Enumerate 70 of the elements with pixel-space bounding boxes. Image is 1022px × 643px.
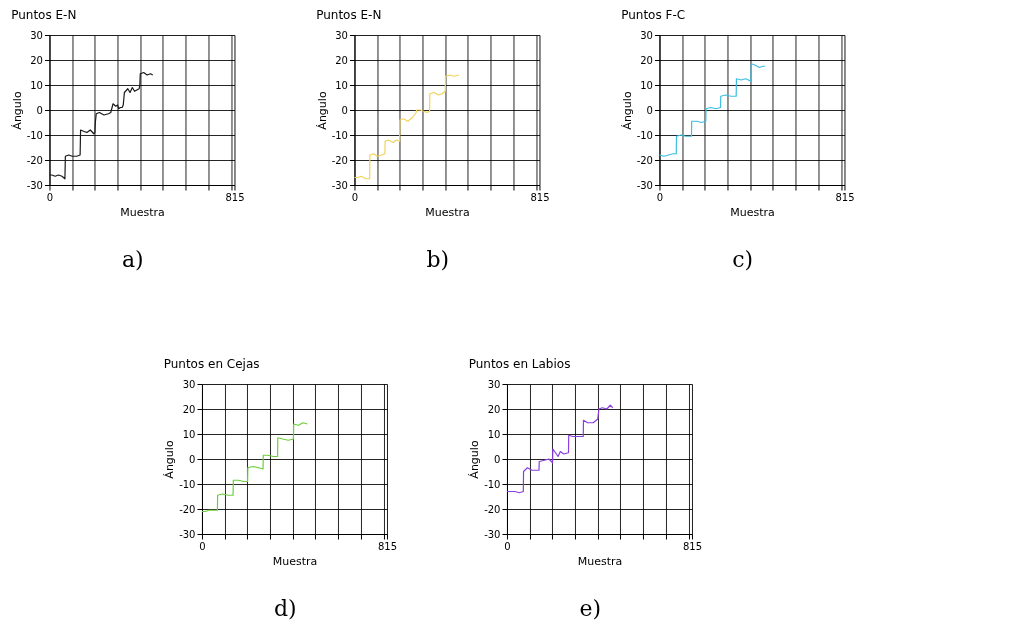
x-tick-label: 815	[225, 191, 245, 203]
y-axis-title: Ángulo	[163, 440, 177, 479]
line-series	[506, 404, 614, 494]
y-tick-label: 30	[182, 378, 196, 390]
y-tick-label: -20	[484, 503, 501, 515]
y-tick-label: -20	[179, 503, 196, 515]
y-tick-label: 10	[182, 428, 196, 440]
x-tick-label: 0	[46, 191, 54, 203]
text: a)	[121, 247, 144, 272]
x-tick-label: 815	[377, 540, 398, 552]
y-tick-label: 0	[646, 104, 653, 116]
x-axis-title: Muestra	[577, 554, 623, 568]
y-tick-label: 30	[335, 29, 348, 41]
y-tick-label: -30	[26, 179, 43, 191]
chart-title: Puntos en Labios	[468, 357, 571, 371]
chart-title: Puntos F-C	[621, 8, 686, 22]
text: d)	[273, 596, 297, 621]
y-tick-label: 30	[487, 378, 501, 390]
y-tick-label: -10	[484, 478, 501, 490]
y-tick-label: 0	[341, 104, 348, 116]
y-axis-title: Ángulo	[468, 440, 482, 479]
line-series	[201, 422, 308, 513]
text: b)	[426, 247, 450, 272]
y-tick-label: -10	[636, 129, 653, 141]
y-tick-label: -20	[331, 154, 348, 166]
line-series	[658, 63, 766, 157]
x-axis-title: Muestra	[120, 205, 165, 219]
y-tick-label: 10	[487, 428, 501, 440]
y-tick-label: 10	[335, 79, 348, 91]
y-tick-label: 20	[182, 403, 196, 415]
y-tick-label: 20	[335, 54, 348, 66]
line-series	[48, 71, 154, 180]
y-tick-label: -10	[179, 478, 196, 490]
x-tick-label: 0	[199, 540, 206, 552]
y-axis-title: Ángulo	[315, 91, 329, 130]
x-axis-title: Muestra	[730, 205, 775, 219]
y-tick-label: 10	[640, 79, 653, 91]
text: c)	[732, 247, 754, 272]
y-tick-label: -20	[26, 154, 43, 166]
text: e)	[579, 596, 602, 621]
x-axis-title: Muestra	[425, 205, 470, 219]
chart-title: Puntos E-N	[316, 8, 382, 22]
y-tick-label: 20	[30, 54, 43, 66]
x-tick-label: 815	[835, 191, 855, 203]
y-axis-title: Ángulo	[620, 91, 634, 130]
x-tick-label: 0	[656, 191, 664, 203]
x-tick-label: 0	[504, 540, 511, 552]
chart-title: Puntos en Cejas	[163, 357, 260, 371]
y-tick-label: 20	[640, 54, 653, 66]
chart-title: Puntos E-N	[11, 8, 77, 22]
x-tick-label: 815	[530, 191, 550, 203]
y-tick-label: 0	[189, 453, 196, 465]
x-tick-label: 815	[682, 540, 703, 552]
y-axis-title: Ángulo	[10, 91, 24, 130]
y-tick-label: -10	[26, 129, 43, 141]
y-tick-label: 10	[30, 79, 43, 91]
y-tick-label: -30	[331, 179, 348, 191]
y-tick-label: 30	[30, 29, 43, 41]
y-tick-label: 0	[36, 104, 43, 116]
y-tick-label: 0	[494, 453, 501, 465]
y-tick-label: 20	[487, 403, 501, 415]
y-tick-label: -20	[636, 154, 653, 166]
x-axis-title: Muestra	[272, 554, 318, 568]
x-tick-label: 0	[351, 191, 359, 203]
y-tick-label: -30	[179, 528, 196, 540]
y-tick-label: 30	[640, 29, 653, 41]
y-tick-label: -30	[636, 179, 653, 191]
y-tick-label: -10	[331, 129, 348, 141]
line-series	[353, 74, 460, 180]
y-tick-label: -30	[484, 528, 501, 540]
